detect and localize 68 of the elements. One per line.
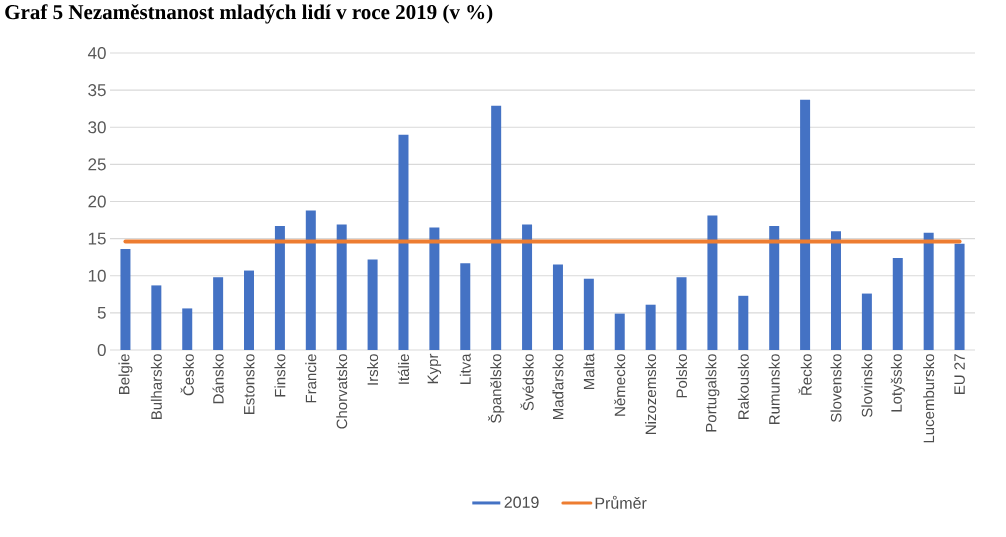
bar (707, 215, 718, 350)
x-tick-label: Španělsko (488, 354, 505, 423)
bar (954, 243, 965, 350)
x-tick-label: Portugalsko (705, 354, 720, 432)
x-tick-label: Lotyšsko (890, 354, 905, 412)
bar (398, 134, 409, 350)
x-tick-label: Polsko (676, 354, 688, 398)
bar (738, 295, 749, 350)
x-tick-label: Litva (459, 353, 471, 384)
y-tick-label: 40 (87, 46, 106, 60)
y-tick-label: 20 (88, 195, 106, 208)
bar (460, 263, 471, 350)
bar (305, 210, 316, 350)
bar (429, 227, 440, 350)
y-tick-label: 35 (88, 84, 106, 97)
bar (244, 270, 255, 350)
y-tick-label: 25 (88, 158, 106, 171)
x-tick-label: Česko (180, 354, 194, 396)
x-tick-label: Nizozemsko (645, 354, 657, 434)
x-tick-label: Bulharsko (150, 354, 162, 419)
x-tick-label: Rakousko (737, 354, 749, 419)
bar (274, 226, 285, 350)
bar (182, 308, 193, 350)
y-tick-label: 10 (88, 269, 106, 282)
chart-title: Graf 5 Nezaměstnanost mladých lidí v roce 2019 (v %) (5, 4, 493, 24)
x-tick-label: Rumunsko (768, 354, 780, 424)
y-tick-label: 15 (88, 232, 106, 245)
x-tick-label: Lucembursko (923, 354, 935, 443)
legend-label: 2019 (504, 496, 539, 508)
x-tick-label: Estonsko (243, 354, 255, 414)
x-tick-label: Chorvatsko (336, 354, 348, 429)
x-tick-label: Německo (614, 354, 626, 416)
bar (676, 277, 687, 350)
bar (645, 304, 656, 350)
bar (552, 264, 563, 350)
bar (800, 99, 811, 350)
bar (861, 293, 872, 350)
x-tick-label: Švédsko (520, 354, 534, 411)
bar (120, 249, 131, 350)
x-tick-label: Francie (305, 354, 317, 403)
bar (522, 224, 533, 350)
x-tick-label: Slovinsko (861, 354, 873, 418)
x-tick-label: Dánsko (212, 354, 224, 404)
x-tick-label: EU 27 (954, 354, 965, 394)
bar (614, 313, 625, 350)
bar (923, 232, 934, 350)
x-tick-label: Malta (583, 353, 595, 389)
x-tick-label: Maďarsko (552, 354, 564, 420)
bar (583, 278, 594, 350)
x-tick-label: Irsko (367, 354, 379, 385)
bar (336, 224, 347, 350)
bar (367, 259, 378, 350)
x-tick-label: Slovensko (830, 354, 842, 423)
x-tick-label: Belgie (118, 354, 133, 394)
bar (491, 105, 502, 350)
y-tick-label: 0 (97, 343, 106, 357)
x-tick-label: Kypr (427, 353, 442, 384)
bar (151, 285, 162, 350)
y-tick-label: 5 (97, 306, 106, 319)
y-tick-label: 30 (88, 121, 106, 134)
x-tick-label: Řecko (798, 354, 812, 395)
bar (830, 231, 841, 350)
bar (213, 277, 224, 350)
bar (892, 257, 903, 350)
legend-label: Průměr (595, 495, 647, 509)
x-tick-label: Finsko (274, 354, 286, 397)
bar (769, 226, 780, 350)
x-tick-label: Itálie (397, 354, 410, 384)
